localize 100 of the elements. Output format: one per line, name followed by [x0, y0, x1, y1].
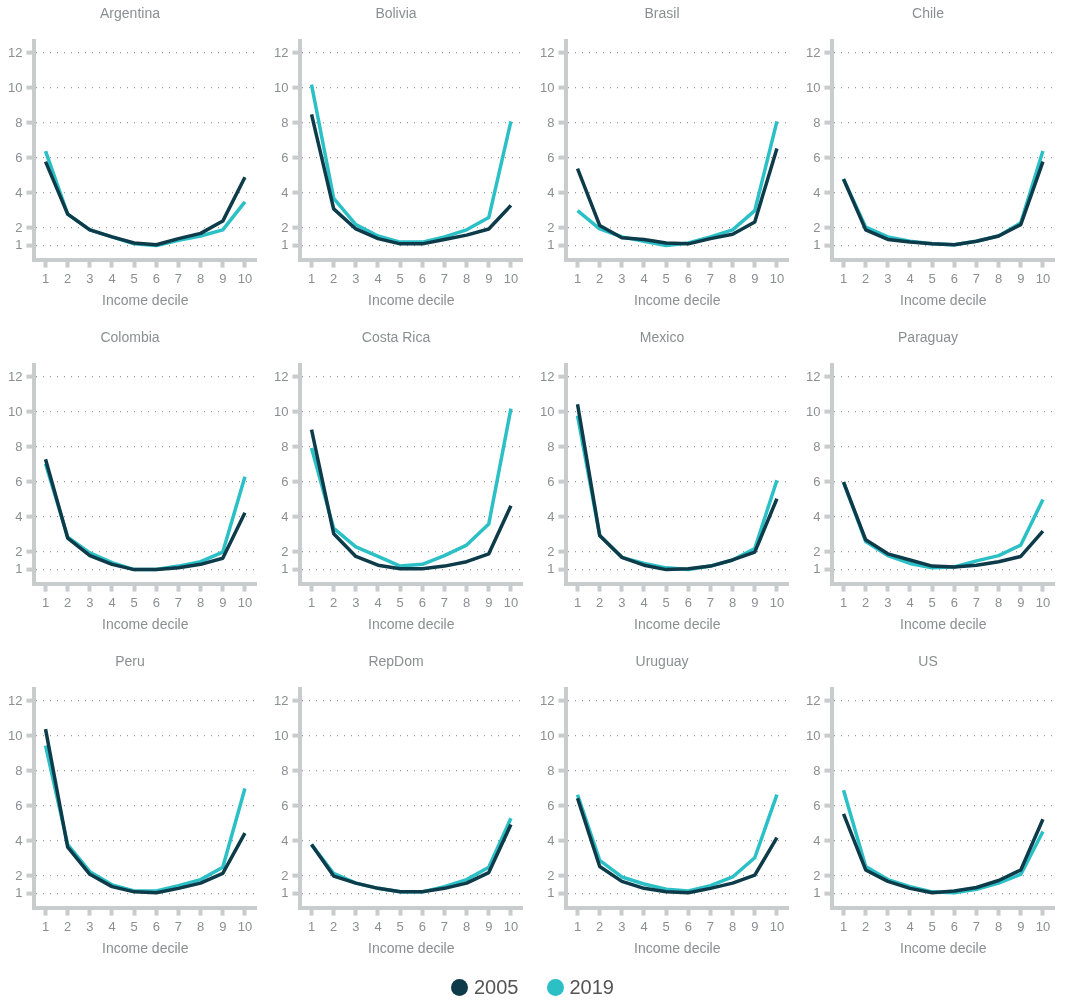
- y-tick-label: 1: [15, 561, 23, 577]
- x-tick-label: 6: [950, 270, 958, 286]
- x-tick-label: 3: [86, 594, 94, 610]
- y-tick-label: 6: [281, 149, 289, 165]
- x-axis-title: Income decile: [368, 292, 455, 309]
- y-tick-label: 6: [281, 473, 289, 489]
- chart-title: Colombia: [100, 329, 160, 346]
- x-tick-label: 6: [950, 594, 958, 610]
- chart-title: US: [918, 653, 938, 670]
- x-axis-title: Income decile: [900, 616, 987, 633]
- x-tick-label: 1: [307, 270, 316, 286]
- y-tick-label: 6: [813, 473, 821, 489]
- x-tick-label: 10: [237, 594, 253, 610]
- y-tick-label: 8: [15, 438, 23, 454]
- x-axis-title: Income decile: [900, 940, 987, 957]
- y-tick-label: 8: [281, 438, 289, 454]
- y-tick-label: 10: [273, 727, 289, 743]
- x-tick-label: 7: [440, 594, 449, 610]
- x-tick-label: 9: [1017, 594, 1025, 610]
- x-tick-label: 7: [972, 270, 981, 286]
- x-tick-label: 8: [729, 270, 737, 286]
- x-tick-label: 6: [152, 594, 160, 610]
- x-tick-label: 4: [108, 270, 116, 286]
- x-tick-label: 1: [573, 594, 582, 610]
- x-tick-label: 8: [197, 594, 205, 610]
- y-tick-label: 1: [281, 885, 289, 901]
- y-tick-label: 10: [539, 727, 555, 743]
- y-tick-label: 1: [813, 561, 821, 577]
- x-tick-label: 10: [1035, 918, 1051, 934]
- x-tick-label: 9: [751, 270, 759, 286]
- x-tick-label: 5: [928, 594, 936, 610]
- x-tick-label: 3: [884, 918, 892, 934]
- y-tick-label: 2: [15, 543, 23, 559]
- x-tick-label: 7: [440, 270, 449, 286]
- y-tick-label: 10: [539, 79, 555, 95]
- y-tick-label: 4: [281, 508, 289, 524]
- x-tick-label: 3: [352, 918, 360, 934]
- x-tick-label: 6: [418, 594, 426, 610]
- chart-title: Chile: [912, 5, 945, 22]
- legend-label: 2019: [569, 976, 614, 999]
- x-axis-title: Income decile: [634, 292, 721, 309]
- x-tick-label: 1: [839, 270, 848, 286]
- y-tick-label: 8: [547, 114, 555, 130]
- x-tick-label: 5: [130, 918, 138, 934]
- y-tick-label: 10: [7, 727, 23, 743]
- x-tick-label: 4: [374, 918, 382, 934]
- x-tick-label: 8: [463, 270, 471, 286]
- x-tick-label: 9: [219, 594, 227, 610]
- x-tick-label: 5: [662, 594, 670, 610]
- x-tick-label: 4: [906, 918, 914, 934]
- y-tick-label: 6: [15, 797, 23, 813]
- y-tick-label: 12: [7, 44, 23, 60]
- y-tick-label: 1: [547, 237, 555, 253]
- y-tick-label: 6: [15, 473, 23, 489]
- x-tick-label: 2: [330, 918, 338, 934]
- y-tick-label: 4: [813, 184, 821, 200]
- x-tick-label: 10: [503, 918, 519, 934]
- x-axis-title: Income decile: [102, 616, 189, 633]
- x-tick-label: 8: [995, 270, 1003, 286]
- y-tick-label: 8: [547, 762, 555, 778]
- x-tick-label: 7: [972, 918, 981, 934]
- y-tick-label: 6: [547, 473, 555, 489]
- y-tick-label: 8: [547, 438, 555, 454]
- x-tick-label: 5: [130, 270, 138, 286]
- y-tick-label: 12: [273, 368, 289, 384]
- x-tick-label: 2: [862, 270, 870, 286]
- x-tick-label: 10: [769, 918, 785, 934]
- x-tick-label: 5: [396, 918, 404, 934]
- y-tick-label: 4: [281, 184, 289, 200]
- x-tick-label: 6: [684, 270, 692, 286]
- x-tick-label: 9: [219, 270, 227, 286]
- y-tick-label: 2: [547, 543, 555, 559]
- x-tick-label: 3: [618, 918, 626, 934]
- x-tick-label: 9: [751, 918, 759, 934]
- y-tick-label: 1: [813, 885, 821, 901]
- x-tick-label: 8: [463, 594, 471, 610]
- y-tick-label: 12: [539, 368, 555, 384]
- x-tick-label: 8: [197, 270, 205, 286]
- y-tick-label: 1: [281, 237, 289, 253]
- y-tick-label: 8: [813, 114, 821, 130]
- y-tick-label: 8: [281, 114, 289, 130]
- x-tick-label: 4: [640, 918, 648, 934]
- x-tick-label: 4: [374, 594, 382, 610]
- y-tick-label: 6: [813, 149, 821, 165]
- x-tick-label: 10: [503, 270, 519, 286]
- x-tick-label: 7: [706, 918, 715, 934]
- x-tick-label: 3: [352, 594, 360, 610]
- x-tick-label: 1: [41, 594, 50, 610]
- x-tick-label: 10: [769, 270, 785, 286]
- y-tick-label: 6: [813, 797, 821, 813]
- x-tick-label: 4: [108, 594, 116, 610]
- y-tick-label: 10: [805, 403, 821, 419]
- x-axis-title: Income decile: [102, 940, 189, 957]
- x-tick-label: 2: [64, 918, 72, 934]
- y-tick-label: 2: [547, 867, 555, 883]
- x-tick-label: 10: [769, 594, 785, 610]
- x-tick-label: 2: [862, 918, 870, 934]
- x-tick-label: 8: [197, 918, 205, 934]
- y-tick-label: 10: [273, 79, 289, 95]
- x-tick-label: 4: [374, 270, 382, 286]
